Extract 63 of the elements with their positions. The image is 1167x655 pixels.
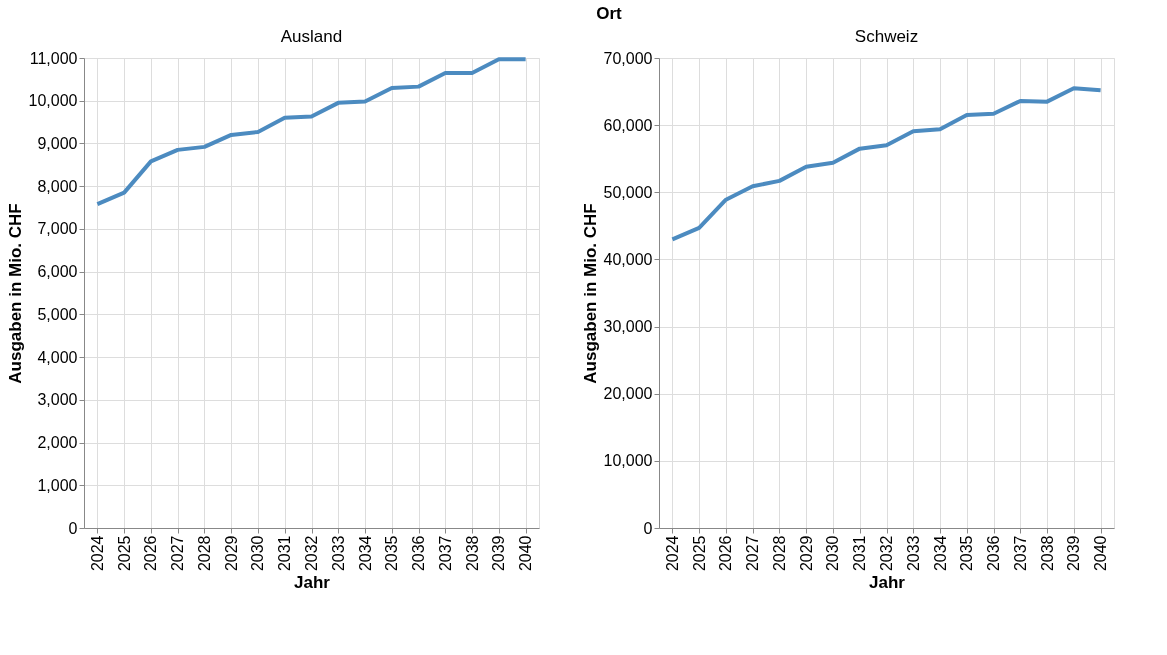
x-tick-label: 2026 — [717, 535, 735, 572]
x-tick-label: 2030 — [824, 535, 842, 572]
x-tick-label: 2033 — [329, 535, 347, 572]
x-tick-label: 2033 — [904, 535, 922, 572]
x-tick-label: 2031 — [276, 535, 294, 572]
y-axis-title: Ausgaben in Mio. CHF — [580, 203, 600, 384]
y-tick-label: 5,000 — [37, 305, 78, 323]
line-series — [670, 86, 1103, 242]
x-tick-label: 2039 — [490, 535, 508, 572]
x-tick-label: 2039 — [1065, 535, 1083, 572]
x-tick-label: 2029 — [222, 535, 240, 572]
x-tick-label: 2040 — [1092, 535, 1110, 572]
x-tick-label: 2030 — [249, 535, 267, 572]
x-tick-label: 2035 — [958, 535, 976, 572]
y-tick-label: 10,000 — [28, 92, 78, 110]
x-tick-label: 2025 — [690, 535, 708, 572]
x-tick-label: 2034 — [931, 535, 949, 572]
x-tick-label: 2038 — [1038, 535, 1056, 572]
x-tick-label: 2035 — [383, 535, 401, 572]
y-tick-label: 2,000 — [37, 434, 78, 452]
x-axis-title: Jahr — [294, 573, 331, 593]
x-tick-label: 2031 — [851, 535, 869, 572]
x-tick-label: 2029 — [797, 535, 815, 572]
x-tick-label: 2027 — [744, 535, 762, 572]
x-axis-title: Jahr — [869, 573, 906, 593]
x-tick-label: 2028 — [195, 535, 213, 572]
x-tick-label: 2037 — [436, 535, 454, 572]
y-tick-label: 8,000 — [37, 177, 78, 195]
line-series — [95, 57, 528, 207]
y-tick-label: 40,000 — [603, 250, 653, 268]
chart-title: Ausland — [280, 27, 343, 46]
y-tick-label: 1,000 — [37, 476, 78, 494]
y-tick-label: 9,000 — [37, 134, 78, 152]
y-tick-label: 0 — [643, 519, 653, 537]
y-tick-label: 11,000 — [29, 49, 78, 67]
y-tick-label: 20,000 — [603, 385, 653, 403]
y-tick-label: 10,000 — [603, 452, 653, 470]
x-tick-label: 2037 — [1011, 535, 1029, 572]
x-tick-label: 2024 — [663, 535, 681, 572]
x-tick-label: 2026 — [142, 535, 160, 572]
y-tick-label: 3,000 — [37, 391, 78, 409]
y-tick-label: 60,000 — [603, 116, 653, 134]
x-tick-label: 2040 — [517, 535, 535, 572]
chart-title: Schweiz — [854, 27, 919, 46]
y-tick-label: 70,000 — [603, 49, 653, 67]
x-tick-label: 2036 — [410, 535, 428, 572]
y-tick-label: 7,000 — [37, 220, 78, 238]
y-tick-label: 30,000 — [603, 318, 653, 336]
y-tick-label: 0 — [68, 519, 78, 537]
y-tick-label: 6,000 — [37, 263, 78, 281]
x-tick-label: 2024 — [88, 535, 106, 572]
x-tick-label: 2036 — [985, 535, 1003, 572]
y-tick-label: 4,000 — [37, 348, 78, 366]
y-axis-title: Ausgaben in Mio. CHF — [5, 203, 25, 384]
x-tick-label: 2028 — [770, 535, 788, 572]
x-tick-label: 2027 — [169, 535, 187, 572]
x-tick-label: 2038 — [463, 535, 481, 572]
x-tick-label: 2025 — [115, 535, 133, 572]
x-tick-label: 2034 — [356, 535, 374, 572]
x-tick-label: 2032 — [878, 535, 895, 572]
y-tick-label: 50,000 — [603, 183, 653, 201]
text: Ort — [596, 4, 623, 23]
x-tick-label: 2032 — [303, 535, 320, 572]
